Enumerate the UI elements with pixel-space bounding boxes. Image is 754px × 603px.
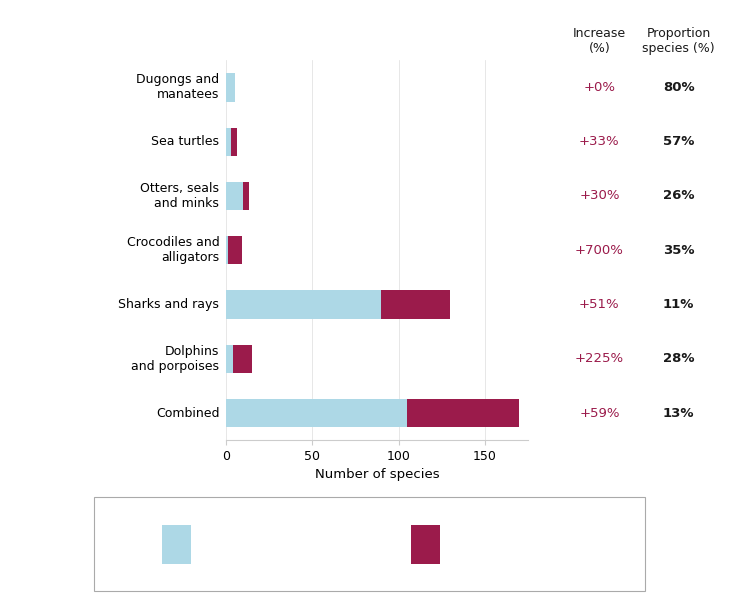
Bar (226, 74, 234, 101)
Bar (226, 236, 228, 264)
Bar (226, 128, 231, 156)
Bar (226, 291, 382, 318)
Bar (226, 182, 244, 210)
Bar (231, 128, 237, 156)
Bar (233, 345, 252, 373)
Text: Key:: Key: (110, 538, 136, 551)
Text: 26%: 26% (663, 189, 694, 203)
Text: 35%: 35% (663, 244, 694, 257)
Text: 80%: 80% (663, 81, 694, 94)
Bar (244, 182, 249, 210)
Bar (226, 399, 407, 427)
X-axis label: Number of species: Number of species (314, 469, 440, 481)
Text: +51%: +51% (579, 298, 620, 311)
Text: IUCN assessments
listing coastal
wetlands as habitat: IUCN assessments listing coastal wetland… (200, 523, 317, 566)
Bar (226, 345, 233, 373)
Text: +30%: +30% (579, 189, 620, 203)
Text: 13%: 13% (663, 406, 694, 420)
Bar (407, 399, 520, 427)
Text: Proportion
species (%): Proportion species (%) (642, 27, 715, 55)
Text: +700%: +700% (575, 244, 624, 257)
Text: +59%: +59% (579, 406, 620, 420)
Bar (382, 291, 450, 318)
Text: 11%: 11% (663, 298, 694, 311)
Text: +225%: +225% (575, 352, 624, 365)
Text: Additional
species from
literature review: Additional species from literature revie… (449, 523, 547, 566)
Bar (228, 236, 242, 264)
Text: Increase
(%): Increase (%) (573, 27, 626, 55)
Text: 57%: 57% (663, 135, 694, 148)
Text: 28%: 28% (663, 352, 694, 365)
Text: +0%: +0% (584, 81, 615, 94)
Text: +33%: +33% (579, 135, 620, 148)
